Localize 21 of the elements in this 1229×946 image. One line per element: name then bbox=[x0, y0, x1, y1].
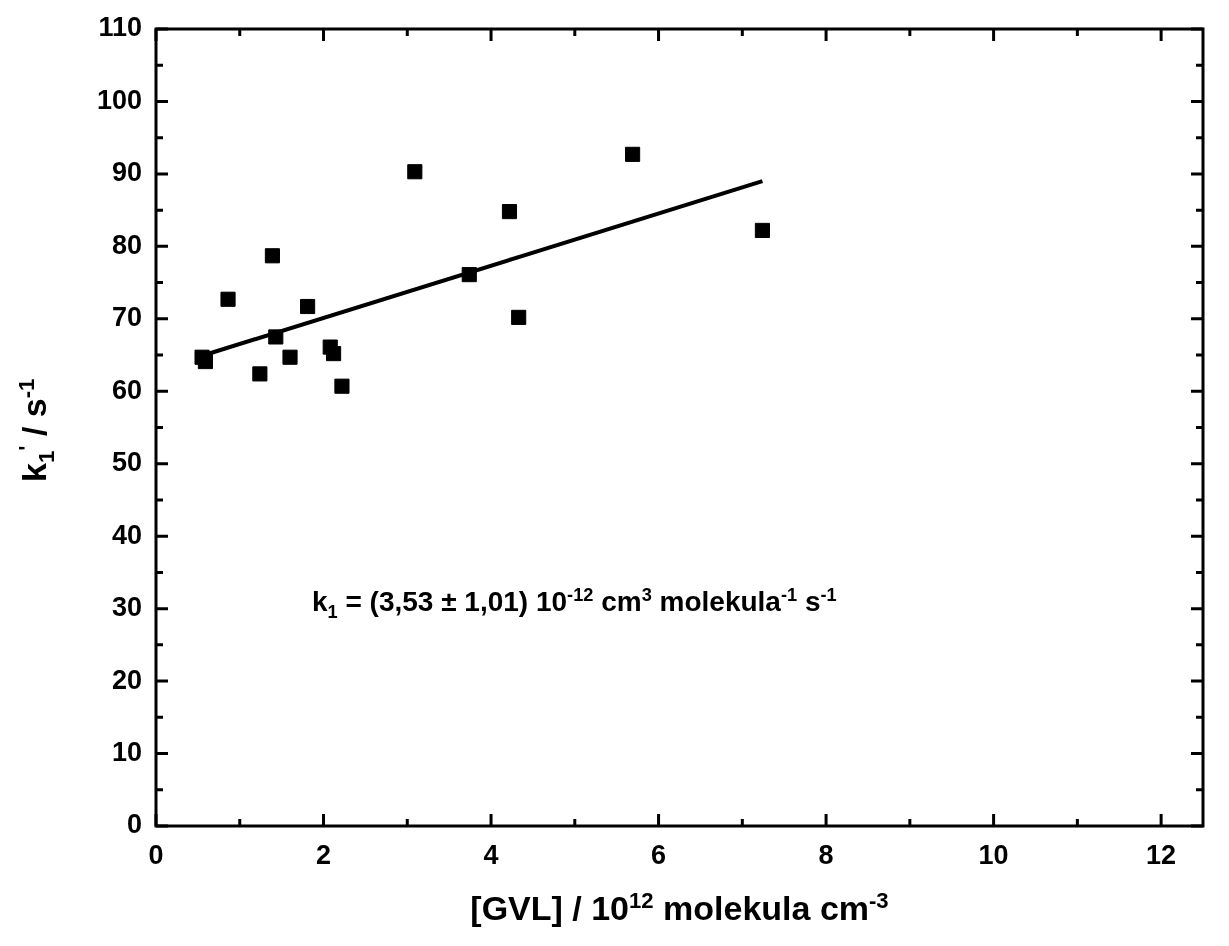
y-tick-label: 10 bbox=[111, 737, 142, 767]
y-tick-label: 60 bbox=[111, 374, 142, 405]
text: k$_{1}$ = (3,53 ± 1,01) 10$^{-12}$ cm$^{3}$ molekula$^{-1}$ s$^{-1}$ bbox=[312, 585, 837, 622]
x-axis-title: [GVL] / 10$^{12}$ molekula cm$^{-3}$ bbox=[469, 888, 890, 929]
y-tick-label: 100 bbox=[96, 84, 142, 115]
x-tick-label: 8 bbox=[818, 839, 834, 870]
y-tick-label: 20 bbox=[111, 664, 142, 695]
x-tick-label: 10 bbox=[978, 839, 1009, 870]
y-tick-label: 50 bbox=[111, 447, 142, 478]
x-tick-label: 2 bbox=[316, 839, 332, 870]
x-tick-label: 12 bbox=[1146, 839, 1177, 870]
x-tick-label: 4 bbox=[483, 839, 499, 870]
y-tick-label: 80 bbox=[111, 229, 142, 260]
x-tick-label: 6 bbox=[651, 839, 667, 870]
x-tick-label: 0 bbox=[148, 839, 164, 870]
y-tick-label: 70 bbox=[111, 302, 142, 333]
y-tick-label: 0 bbox=[126, 809, 142, 840]
y-tick-label: 40 bbox=[111, 519, 142, 550]
y-tick-label: 30 bbox=[111, 592, 142, 623]
y-tick-label: 110 bbox=[98, 12, 142, 43]
y-tick-label: 90 bbox=[111, 157, 142, 188]
